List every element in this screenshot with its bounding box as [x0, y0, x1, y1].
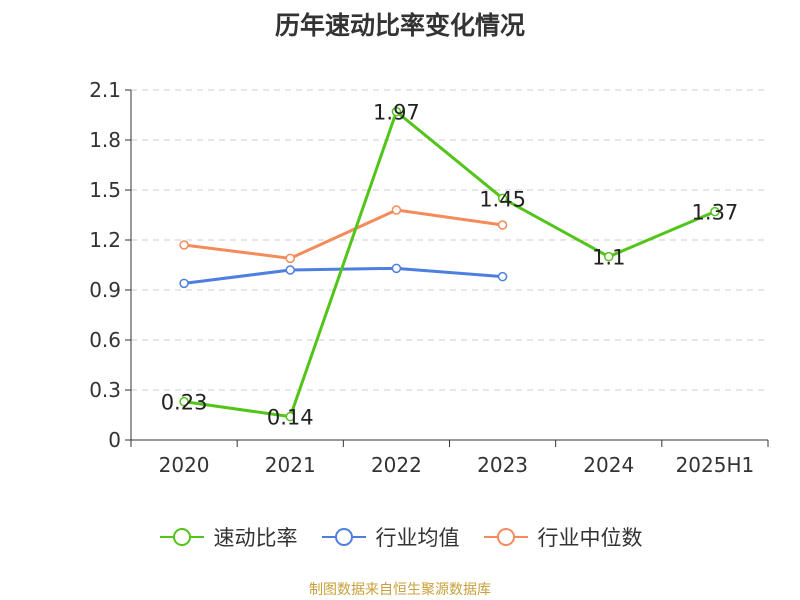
legend: 速动比率 行业均值 行业中位数: [0, 520, 800, 554]
source-note: 制图数据来自恒生聚源数据库: [309, 582, 491, 598]
legend-item-industry-avg[interactable]: 行业均值: [320, 522, 460, 552]
x-tick-label: 2021: [265, 453, 316, 477]
data-label: 0.14: [267, 406, 314, 430]
y-tick-label: 2.1: [89, 78, 121, 102]
x-tick-label: 2022: [371, 453, 422, 477]
data-point-quick_ratio: [285, 411, 295, 422]
data-point-industry_median: [391, 205, 402, 215]
y-tick-label: 0.9: [89, 278, 121, 302]
x-tick-label: 2025H1: [676, 453, 755, 477]
data-point-industry_median: [497, 220, 508, 230]
x-tick-label: 2023: [477, 453, 528, 477]
legend-marker-industry-median: [483, 528, 528, 546]
data-point-quick_ratio: [497, 193, 508, 204]
legend-item-quick-ratio[interactable]: 速动比率: [158, 522, 298, 552]
legend-marker-industry-avg: [321, 528, 366, 546]
data-point-industry_avg: [391, 263, 402, 274]
series-line-industry_median: [183, 208, 503, 260]
x-tick-label: 2020: [159, 453, 210, 477]
y-tick-label: 1.2: [89, 228, 121, 252]
data-label: 1.37: [692, 201, 739, 225]
series-line-quick_ratio: [183, 110, 716, 419]
y-tick-label: 0: [108, 428, 121, 452]
data-point-quick_ratio: [179, 396, 189, 407]
data-point-industry_avg: [497, 271, 508, 282]
legend-label-quick-ratio: 速动比率: [213, 526, 298, 550]
legend-marker-quick-ratio: [159, 528, 204, 546]
data-point-quick_ratio: [391, 106, 402, 117]
data-point-quick_ratio: [710, 206, 720, 217]
data-point-industry_avg: [285, 265, 295, 275]
data-label: 0.23: [161, 391, 208, 415]
y-tick-label: 1.5: [89, 178, 121, 202]
legend-label-industry-median: 行业中位数: [537, 526, 643, 550]
y-tick-label: 0.6: [89, 328, 121, 352]
series-line-industry_avg: [183, 266, 503, 285]
data-point-industry_median: [285, 253, 295, 264]
data-label: 1.97: [373, 101, 420, 125]
legend-item-industry-median[interactable]: 行业中位数: [482, 522, 643, 552]
data-point-industry_avg: [179, 278, 189, 289]
chart-title: 历年速动比率变化情况: [274, 11, 525, 40]
y-tick-label: 1.8: [89, 128, 121, 152]
y-tick-label: 0.3: [89, 378, 121, 402]
x-tick-label: 2024: [583, 453, 634, 477]
data-label: 1.45: [479, 187, 526, 211]
data-label: 1.1: [592, 246, 625, 270]
data-point-industry_median: [179, 240, 189, 250]
legend-label-industry-avg: 行业均值: [375, 526, 460, 550]
data-point-quick_ratio: [604, 251, 614, 262]
